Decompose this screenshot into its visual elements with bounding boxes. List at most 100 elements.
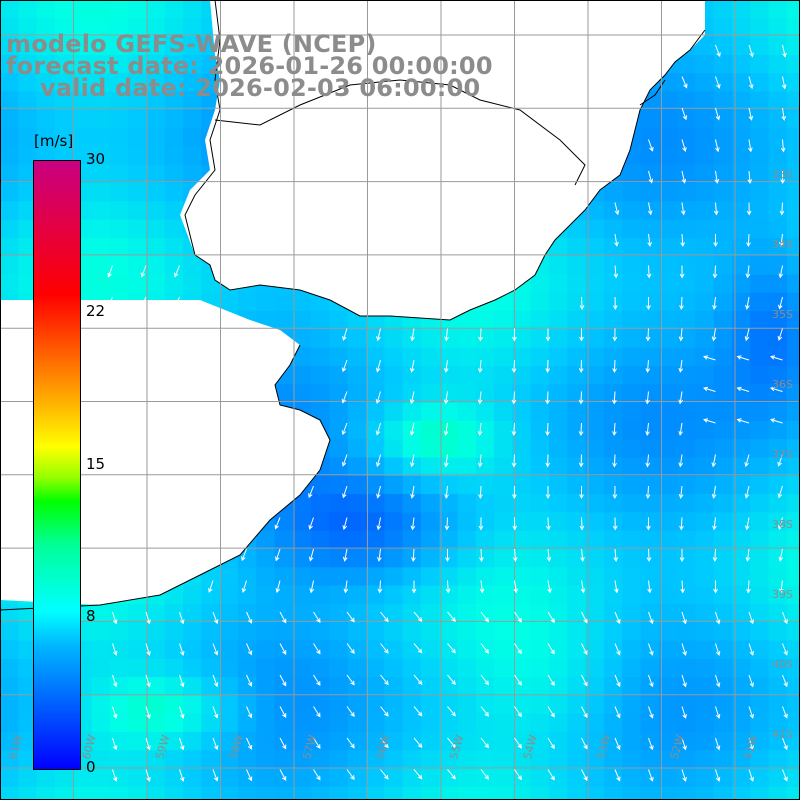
wind-speed-cell (750, 530, 770, 550)
wind-speed-cell (750, 0, 770, 19)
wind-speed-cell (420, 329, 440, 349)
wind-speed-cell (750, 146, 770, 166)
wind-speed-cell (603, 658, 623, 678)
wind-speed-cell (475, 603, 495, 623)
wind-speed-cell (732, 713, 751, 733)
wind-speed-cell (384, 402, 404, 422)
wind-speed-cell (750, 366, 770, 385)
wind-speed-cell (530, 494, 550, 513)
wind-speed-cell (732, 530, 751, 550)
wind-speed-cell (91, 128, 111, 147)
wind-speed-cell (585, 219, 605, 239)
wind-speed-cell (457, 750, 477, 770)
wind-speed-cell (585, 585, 605, 605)
wind-speed-cell (786, 384, 800, 404)
wind-speed-cell (768, 256, 788, 276)
wind-speed-cell (237, 567, 257, 587)
wind-speed-cell (732, 732, 751, 751)
wind-speed-cell (603, 475, 623, 495)
wind-speed-cell (420, 640, 440, 660)
wind-speed-cell (347, 366, 367, 385)
wind-speed-cell (457, 549, 477, 568)
wind-speed-cell (311, 677, 330, 696)
wind-arrow (744, 485, 750, 499)
wind-speed-cell (567, 256, 587, 276)
wind-arrow (612, 485, 618, 500)
wind-arrow (614, 233, 619, 247)
wind-arrow (173, 296, 180, 309)
wind-speed-cell (530, 622, 550, 642)
wind-speed-cell (750, 677, 770, 696)
wind-speed-cell (750, 256, 770, 276)
wind-speed-cell (384, 512, 404, 532)
longitude-label: 52W (668, 733, 687, 761)
wind-speed-cell (439, 439, 459, 459)
wind-speed-cell (274, 622, 294, 642)
wind-speed-cell (366, 713, 385, 733)
wind-arrow (748, 674, 754, 688)
wind-arrow (614, 643, 621, 656)
wind-speed-cell (695, 274, 715, 294)
wind-arrow (578, 359, 584, 374)
wind-speed-cell (329, 329, 349, 349)
wind-speed-cell (768, 786, 788, 800)
wind-speed-cell (91, 658, 111, 678)
wind-speed-cell (0, 622, 19, 642)
wind-speed-cell (73, 91, 93, 111)
wind-speed-cell (457, 311, 477, 330)
wind-arrow (779, 580, 784, 594)
wind-speed-cell (347, 475, 367, 495)
wind-speed-cell (622, 786, 642, 800)
wind-speed-cell (658, 603, 678, 623)
wind-speed-cell (768, 603, 788, 623)
wind-speed-cell (768, 567, 788, 587)
wind-speed-cell (658, 622, 678, 642)
wind-speed-cell (366, 658, 385, 678)
wind-arrow (613, 265, 619, 279)
wind-speed-cell (786, 420, 800, 440)
wind-speed-cell (274, 384, 294, 404)
wind-speed-cell (622, 677, 642, 696)
wind-speed-cell (311, 603, 330, 623)
wind-arrow (744, 328, 750, 342)
wind-speed-cell (585, 750, 605, 770)
wind-speed-cell (256, 622, 276, 642)
wind-speed-cell (237, 622, 257, 642)
wind-arrow (413, 737, 423, 749)
wind-speed-cell (713, 73, 733, 93)
wind-speed-cell (658, 512, 678, 532)
wind-speed-cell (128, 274, 147, 294)
wind-speed-cell (128, 603, 147, 623)
wind-speed-cell (347, 512, 367, 532)
wind-arrow (279, 769, 287, 782)
wind-speed-cell (91, 713, 111, 733)
wind-speed-cell (549, 311, 568, 330)
wind-arrow (514, 674, 522, 686)
wind-speed-cell (366, 530, 385, 550)
wind-speed-cell (768, 732, 788, 751)
wind-speed-cell (768, 530, 788, 550)
wind-speed-cell (603, 347, 623, 367)
wind-speed-cell (91, 201, 111, 221)
wind-arrow (778, 296, 783, 310)
wind-speed-cell (183, 164, 202, 184)
wind-speed-cell (713, 347, 733, 367)
wind-speed-cell (384, 439, 404, 459)
wind-speed-cell (768, 475, 788, 495)
wind-speed-cell (384, 695, 404, 715)
wind-speed-cell (786, 402, 800, 422)
wind-arrow (514, 706, 522, 718)
wind-speed-cell (786, 366, 800, 385)
wind-speed-cell (713, 91, 733, 111)
wind-arrow (782, 674, 788, 688)
wind-arrow (779, 202, 785, 216)
wind-arrow (511, 391, 517, 405)
wind-arrow (769, 418, 783, 424)
wind-speed-cell (457, 512, 477, 532)
wind-speed-cell (530, 713, 550, 733)
wind-speed-cell (640, 786, 660, 800)
wind-speed-cell (274, 658, 294, 678)
wind-arrow (715, 611, 721, 625)
wind-speed-cell (640, 183, 660, 202)
wind-speed-cell (695, 567, 715, 587)
